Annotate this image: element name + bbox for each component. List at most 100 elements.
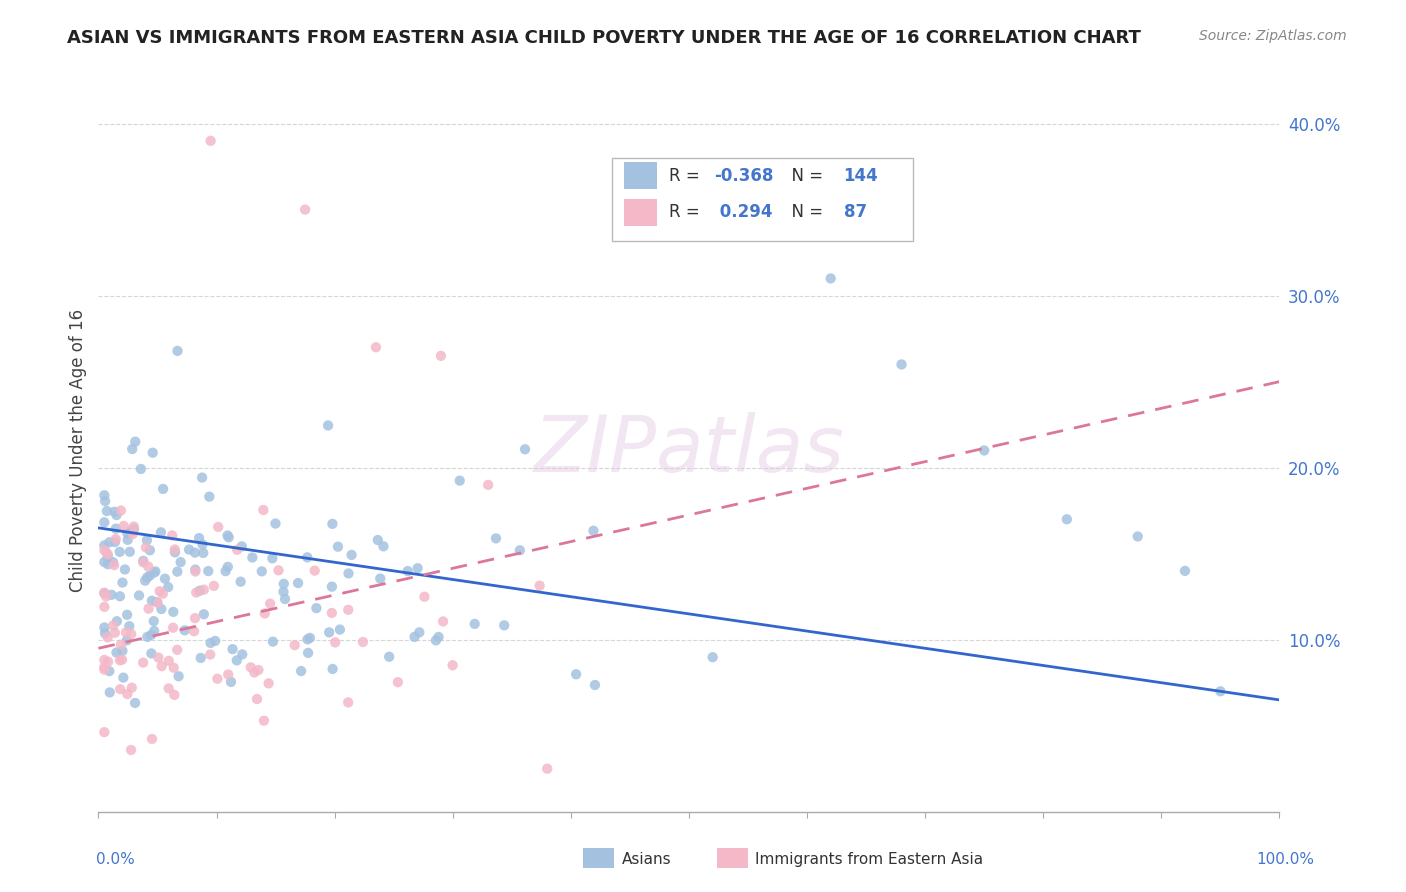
Point xyxy=(494,618,516,632)
Point xyxy=(273,584,295,599)
Point xyxy=(121,442,143,456)
Point xyxy=(264,516,287,531)
Point xyxy=(108,545,131,559)
Point xyxy=(129,462,152,476)
Point xyxy=(157,654,180,668)
Point xyxy=(321,580,343,594)
Point xyxy=(104,532,127,546)
Point xyxy=(329,623,352,637)
Point xyxy=(231,540,253,554)
Point xyxy=(253,607,276,621)
Point xyxy=(188,531,211,545)
Point xyxy=(406,561,429,575)
Point xyxy=(184,546,207,560)
Point xyxy=(93,555,115,569)
Point xyxy=(294,202,316,217)
Point xyxy=(100,588,122,602)
Point xyxy=(509,543,531,558)
Point xyxy=(124,696,146,710)
Point xyxy=(200,134,222,148)
Point xyxy=(229,574,252,589)
Point xyxy=(973,443,995,458)
Point xyxy=(162,621,184,635)
Point xyxy=(297,646,319,660)
Point xyxy=(441,658,464,673)
Point xyxy=(128,589,150,603)
Point xyxy=(449,474,471,488)
Text: R =: R = xyxy=(669,203,704,221)
Point xyxy=(153,572,176,586)
Text: 0.294: 0.294 xyxy=(714,203,772,221)
Point xyxy=(132,554,155,568)
Point xyxy=(529,579,551,593)
Point xyxy=(94,626,117,640)
Point xyxy=(149,584,172,599)
Point xyxy=(432,615,454,629)
Point xyxy=(97,549,120,564)
Point xyxy=(143,624,166,638)
Point xyxy=(112,671,135,685)
Point xyxy=(257,676,280,690)
Point xyxy=(367,533,389,547)
Point xyxy=(321,516,343,531)
Point xyxy=(177,542,200,557)
Point xyxy=(96,545,118,559)
Point xyxy=(239,660,262,674)
Point xyxy=(298,631,321,645)
Point xyxy=(207,520,229,534)
Point xyxy=(134,574,156,588)
Point xyxy=(163,661,186,675)
Point xyxy=(117,526,139,541)
Text: Asians: Asians xyxy=(621,853,671,867)
Point xyxy=(427,630,450,644)
Point xyxy=(166,565,188,579)
Bar xyxy=(624,199,657,226)
Point xyxy=(135,533,157,548)
Point xyxy=(247,663,270,677)
Point xyxy=(93,620,115,634)
Point xyxy=(184,611,207,625)
Point xyxy=(94,494,117,508)
Point xyxy=(117,687,139,701)
Point xyxy=(297,550,319,565)
Point xyxy=(135,541,157,555)
Point xyxy=(97,558,120,572)
Point xyxy=(297,632,319,647)
Point xyxy=(110,638,132,652)
Point xyxy=(152,482,174,496)
Point xyxy=(139,568,162,582)
Point xyxy=(1174,564,1197,578)
Point xyxy=(413,590,436,604)
Point xyxy=(105,508,128,522)
Point xyxy=(163,688,186,702)
Point xyxy=(184,565,207,579)
Point xyxy=(97,631,120,645)
Point xyxy=(111,575,134,590)
Point xyxy=(193,546,215,560)
Point xyxy=(378,649,401,664)
Point xyxy=(138,601,160,615)
Point xyxy=(104,505,127,519)
Point xyxy=(217,559,239,574)
Point xyxy=(110,503,132,517)
Point xyxy=(326,540,349,554)
Point xyxy=(122,519,145,533)
Point xyxy=(183,624,205,639)
Point xyxy=(122,522,145,536)
Point xyxy=(111,644,134,658)
Point xyxy=(98,685,121,699)
Point xyxy=(101,555,124,569)
Point xyxy=(142,614,165,628)
Point xyxy=(166,343,188,358)
Point xyxy=(193,607,215,622)
Text: N =: N = xyxy=(782,203,828,221)
Point xyxy=(218,530,240,544)
Point xyxy=(101,618,124,632)
Point xyxy=(262,551,284,566)
Text: -0.368: -0.368 xyxy=(714,167,773,185)
Point xyxy=(221,642,243,657)
Point xyxy=(146,595,169,609)
Point xyxy=(104,522,127,536)
Text: 87: 87 xyxy=(844,203,866,221)
Point xyxy=(321,606,343,620)
